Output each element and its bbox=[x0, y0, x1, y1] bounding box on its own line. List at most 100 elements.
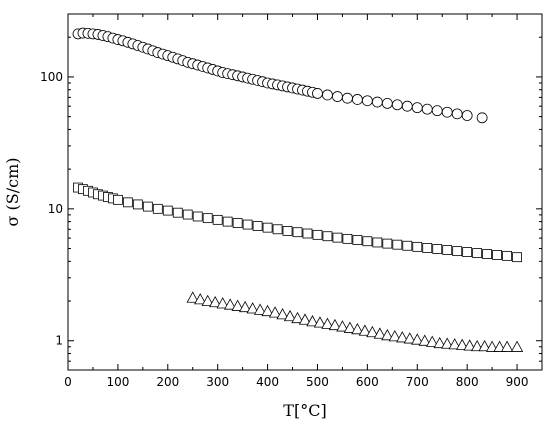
triangle-point bbox=[358, 324, 372, 336]
x-tick-label: 900 bbox=[506, 375, 529, 389]
square-point bbox=[172, 207, 183, 218]
triangle-point bbox=[343, 321, 357, 333]
y-axis-title: σ (S/cm) bbox=[3, 158, 22, 227]
x-axis-title: T[°C] bbox=[283, 401, 326, 420]
y-tick-label: 10 bbox=[48, 202, 63, 216]
triangle-point bbox=[485, 340, 499, 352]
x-tick-label: 800 bbox=[456, 375, 479, 389]
square-point bbox=[142, 201, 153, 212]
circle-point bbox=[322, 89, 333, 101]
x-tick-label: 700 bbox=[406, 375, 429, 389]
series-circle bbox=[72, 27, 488, 124]
triangle-point bbox=[313, 316, 327, 328]
triangle-point bbox=[223, 298, 237, 310]
square-point bbox=[382, 238, 393, 249]
triangle-point bbox=[418, 334, 431, 346]
axis-ticks: 0 100 200 300 400 500 600 700 800 900 1 10 100 bbox=[40, 14, 542, 389]
circle-point bbox=[391, 99, 403, 111]
triangle-point bbox=[209, 295, 222, 308]
square-point bbox=[352, 235, 363, 245]
triangle-point bbox=[246, 302, 259, 314]
triangle-point bbox=[194, 293, 207, 305]
square-point bbox=[372, 237, 383, 248]
circle-point bbox=[351, 94, 363, 105]
square-point bbox=[122, 197, 133, 208]
square-point bbox=[252, 221, 263, 231]
triangle-point bbox=[351, 322, 364, 335]
triangle-point bbox=[455, 338, 469, 350]
square-point bbox=[182, 209, 193, 220]
circle-point bbox=[401, 100, 413, 112]
circle-point bbox=[361, 95, 373, 107]
square-point bbox=[282, 226, 293, 236]
triangle-point bbox=[298, 313, 312, 325]
square-point bbox=[202, 213, 213, 224]
plot-frame bbox=[67, 13, 543, 371]
square-point bbox=[162, 205, 173, 216]
square-point bbox=[312, 229, 323, 240]
circle-point bbox=[332, 91, 343, 102]
triangle-point bbox=[463, 339, 476, 351]
square-point bbox=[452, 246, 463, 257]
x-tick-label: 200 bbox=[156, 375, 179, 389]
square-point bbox=[392, 239, 403, 250]
triangle-point bbox=[396, 331, 409, 343]
circle-point bbox=[476, 112, 488, 124]
triangle-point bbox=[388, 330, 401, 342]
triangle-point bbox=[493, 340, 506, 352]
square-point bbox=[242, 219, 253, 230]
square-point bbox=[402, 240, 413, 251]
circle-point bbox=[312, 88, 323, 99]
square-point bbox=[482, 249, 493, 259]
triangle-point bbox=[500, 340, 514, 352]
triangle-point bbox=[403, 332, 416, 344]
square-point bbox=[152, 203, 163, 214]
triangle-point bbox=[253, 303, 267, 315]
square-point bbox=[262, 222, 273, 233]
circle-point bbox=[441, 106, 453, 118]
triangle-point bbox=[426, 335, 439, 347]
triangle-point bbox=[291, 311, 304, 324]
triangle-point bbox=[186, 291, 199, 303]
square-point bbox=[272, 224, 283, 235]
triangle-point bbox=[238, 300, 252, 313]
x-tick-label: 500 bbox=[306, 375, 329, 389]
square-point bbox=[502, 250, 512, 261]
triangle-point bbox=[306, 315, 319, 327]
triangle-point bbox=[336, 320, 349, 332]
triangle-point bbox=[268, 306, 282, 318]
triangle-point bbox=[411, 333, 424, 345]
square-point bbox=[362, 236, 373, 247]
x-tick-label: 600 bbox=[356, 375, 379, 389]
square-point bbox=[432, 244, 443, 254]
triangle-point bbox=[261, 304, 274, 317]
square-point bbox=[442, 245, 453, 255]
data-markers bbox=[72, 27, 524, 352]
triangle-point bbox=[201, 294, 214, 307]
square-point bbox=[222, 216, 233, 227]
square-point bbox=[412, 241, 423, 252]
triangle-point bbox=[283, 309, 297, 322]
triangle-point bbox=[470, 339, 484, 352]
square-point bbox=[192, 211, 203, 222]
square-point bbox=[332, 232, 343, 243]
circle-point bbox=[342, 92, 353, 104]
triangle-point bbox=[321, 317, 334, 329]
square-point bbox=[302, 228, 313, 239]
circle-point bbox=[381, 98, 393, 109]
circle-point bbox=[431, 105, 443, 117]
x-tick-label: 300 bbox=[206, 375, 229, 389]
triangle-point bbox=[231, 299, 244, 311]
triangle-point bbox=[448, 338, 461, 350]
circle-point bbox=[411, 102, 423, 114]
triangle-point bbox=[478, 339, 491, 352]
circle-point bbox=[421, 103, 433, 115]
square-point bbox=[232, 218, 243, 228]
square-point bbox=[462, 247, 473, 257]
square-point bbox=[292, 227, 303, 238]
square-point bbox=[512, 252, 522, 263]
circle-point bbox=[371, 96, 383, 108]
square-point bbox=[132, 199, 143, 210]
series-triangle bbox=[186, 291, 524, 352]
square-point bbox=[492, 250, 502, 260]
